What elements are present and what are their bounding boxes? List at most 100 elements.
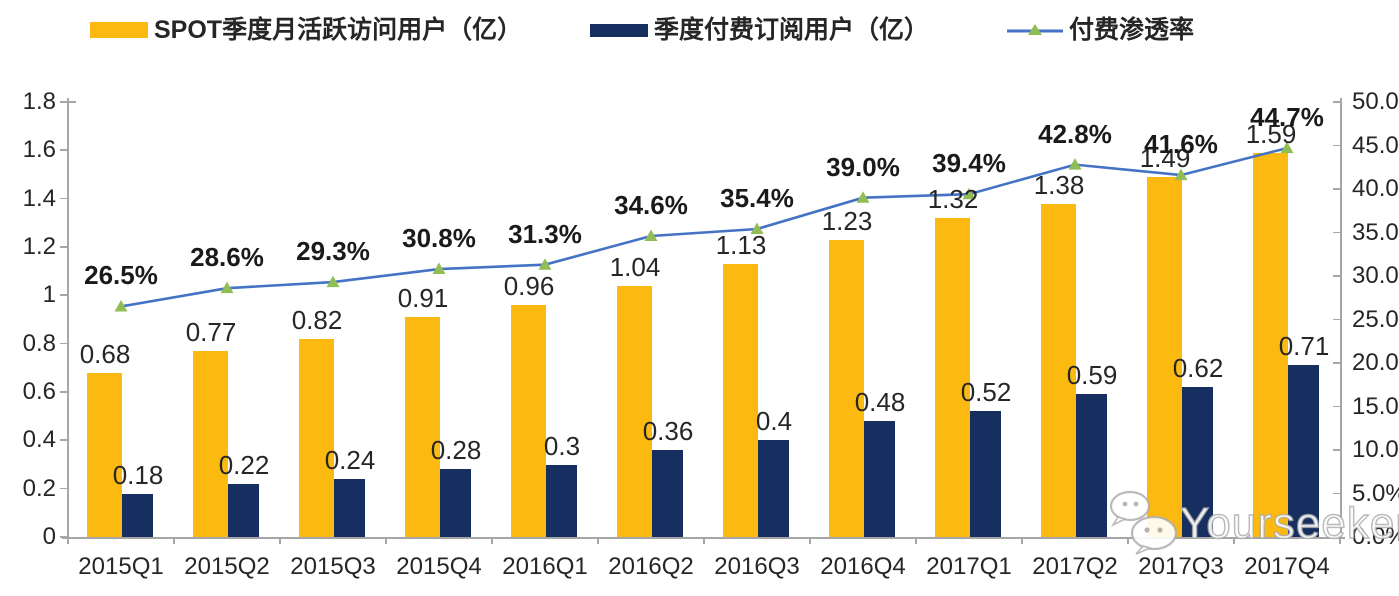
penetration-point-label: 34.6% <box>614 189 688 220</box>
y-axis-left-tick <box>60 294 69 296</box>
x-axis-tick <box>491 537 493 544</box>
mau-bar <box>723 263 758 537</box>
x-axis-label: 2016Q2 <box>608 553 694 580</box>
paid-value-label: 0.36 <box>642 416 694 446</box>
mau-bar <box>617 285 652 537</box>
y-axis-left-tick <box>60 536 69 538</box>
mau-value-label: 1.23 <box>821 205 873 236</box>
legend-item-paid: 季度付费订阅用户（亿） <box>590 15 929 45</box>
mau-legend-swatch <box>90 22 148 38</box>
penetration-marker <box>432 262 446 275</box>
penetration-line-path <box>120 146 1288 308</box>
y-axis-right-label: 10.0% <box>1352 436 1399 463</box>
y-axis-right-tick <box>1333 231 1342 233</box>
x-axis-label: 2017Q4 <box>1244 553 1330 580</box>
paid-legend-swatch <box>590 23 648 37</box>
y-axis-right-label: 20.0% <box>1352 349 1399 376</box>
y-axis-left-tick <box>60 101 69 103</box>
y-axis-left-tick <box>60 487 69 490</box>
penetration-marker <box>220 281 234 294</box>
y-axis-left-label: 0.6 <box>22 378 56 405</box>
mau-value-label: 0.91 <box>397 283 449 314</box>
y-axis-left <box>67 98 69 538</box>
penetration-marker <box>538 258 552 270</box>
penetration-point-label: 39.4% <box>932 148 1006 179</box>
paid-value-label: 0.59 <box>1066 360 1118 391</box>
x-axis-label: 2015Q4 <box>396 553 482 580</box>
paid-value-label: 0.24 <box>324 445 376 475</box>
y-axis-right-label: 50.0% <box>1352 88 1399 115</box>
x-axis-tick <box>915 537 917 544</box>
y-axis-left-label: 1.4 <box>22 184 56 212</box>
penetration-marker <box>856 191 870 203</box>
x-axis-label: 2016Q3 <box>714 553 800 580</box>
paid-bar <box>970 411 1001 537</box>
y-axis-right-label: 15.0% <box>1352 392 1399 420</box>
x-axis-label: 2017Q2 <box>1032 553 1118 580</box>
paid-bar <box>1076 394 1107 537</box>
paid-value-label: 0.28 <box>430 435 482 466</box>
paid-bar <box>652 450 683 537</box>
penetration-legend-label: 付费渗透率 <box>1069 16 1195 44</box>
paid-value-label: 0.18 <box>112 459 164 490</box>
y-axis-right-label: 35.0% <box>1352 218 1399 246</box>
x-axis-tick <box>1021 537 1023 544</box>
y-axis-left-label: 1.2 <box>22 233 56 260</box>
x-axis-tick <box>703 537 705 544</box>
mau-value-label: 1.38 <box>1033 169 1085 200</box>
paid-bar <box>334 479 365 537</box>
y-axis-right-tick <box>1333 362 1342 364</box>
paid-bar <box>1288 365 1319 537</box>
y-axis-right-label: 45.0% <box>1352 131 1399 159</box>
penetration-point-label: 31.3% <box>508 218 582 249</box>
penetration-point-label: 29.3% <box>296 236 370 267</box>
paid-legend-label: 季度付费订阅用户（亿） <box>654 16 930 44</box>
y-axis-left-label: 0 <box>42 523 56 550</box>
paid-bar <box>122 493 153 537</box>
y-axis-left-label: 0.2 <box>22 474 56 502</box>
x-axis-tick <box>67 537 69 544</box>
mau-value-label: 0.96 <box>503 271 555 301</box>
penetration-point-label: 41.6% <box>1144 129 1218 160</box>
paid-value-label: 0.71 <box>1278 331 1330 362</box>
x-axis-label: 2015Q1 <box>78 553 164 580</box>
x-axis-label: 2017Q3 <box>1138 553 1224 580</box>
penetration-point-label: 26.5% <box>84 260 158 291</box>
penetration-point-label: 35.4% <box>720 183 794 214</box>
x-axis-tick <box>597 537 599 544</box>
y-axis-left-label: 1.6 <box>22 136 56 164</box>
x-axis-tick <box>809 537 811 544</box>
y-axis-left-label: 0.4 <box>22 426 56 454</box>
y-axis-left-tick <box>60 439 69 441</box>
mau-legend-label: SPOT季度月活跃访问用户（亿） <box>154 16 523 44</box>
y-axis-right-tick <box>1333 492 1342 494</box>
paid-bar <box>1182 387 1213 537</box>
wechat-icon <box>1088 486 1180 561</box>
mau-value-label: 1.32 <box>927 184 979 214</box>
y-axis-left-tick <box>60 391 69 393</box>
paid-bar <box>228 483 259 537</box>
y-axis-right-tick <box>1333 188 1342 190</box>
penetration-point-label: 44.7% <box>1250 102 1324 133</box>
x-axis-label: 2015Q3 <box>290 553 376 580</box>
x-axis-label: 2015Q2 <box>184 553 270 580</box>
penetration-marker <box>644 229 658 241</box>
legend-item-mau: SPOT季度月活跃访问用户（亿） <box>90 15 522 45</box>
paid-value-label: 0.3 <box>543 430 581 461</box>
mau-value-label: 0.68 <box>79 338 131 369</box>
x-axis-tick <box>1339 537 1341 544</box>
watermark: Yourseeker <box>1088 486 1399 561</box>
x-axis-label: 2016Q4 <box>820 553 906 580</box>
penetration-marker <box>114 299 128 312</box>
y-axis-right-tick <box>1333 144 1342 146</box>
penetration-marker <box>1068 158 1082 170</box>
y-axis-right-tick <box>1333 318 1342 320</box>
mau-value-label: 0.77 <box>185 316 237 347</box>
x-axis-label: 2017Q1 <box>926 553 1012 580</box>
x-axis-label: 2016Q1 <box>502 553 588 580</box>
penetration-point-label: 28.6% <box>190 242 264 273</box>
y-axis-right-label: 5.0% <box>1352 479 1399 507</box>
paid-bar <box>758 440 789 537</box>
legend-item-penetration: 付费渗透率 <box>1007 15 1194 45</box>
